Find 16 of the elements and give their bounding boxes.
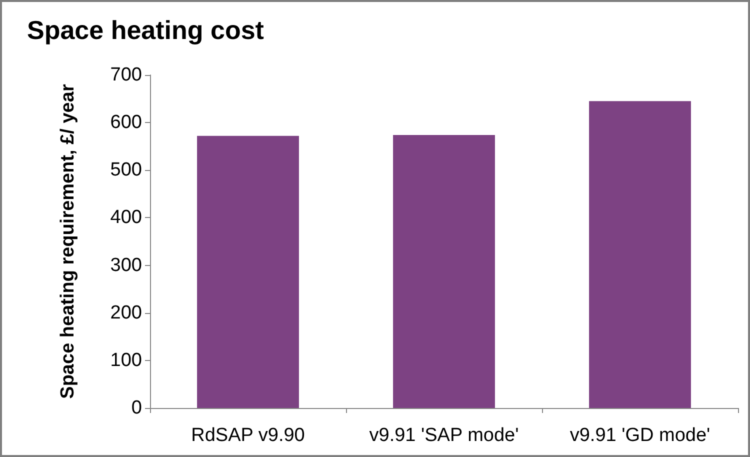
y-tick-label: 500 bbox=[110, 160, 142, 181]
y-tick-label: 0 bbox=[131, 398, 142, 418]
y-tick-label: 700 bbox=[110, 64, 142, 86]
y-tick-label: 300 bbox=[110, 254, 142, 276]
y-tick-label: 200 bbox=[110, 302, 142, 324]
bar bbox=[589, 101, 691, 408]
y-axis-title: Space heating requirement, £/ year bbox=[58, 84, 78, 399]
y-tick-label: 400 bbox=[110, 207, 142, 228]
x-tick-label: RdSAP v9.90 bbox=[191, 425, 305, 446]
y-tick-label: 600 bbox=[110, 112, 142, 134]
bar bbox=[393, 134, 495, 408]
bar bbox=[197, 136, 299, 408]
x-tick-label: v9.91 'GD mode' bbox=[570, 425, 710, 446]
y-tick-label: 100 bbox=[110, 350, 142, 371]
x-tick-label: v9.91 'SAP mode' bbox=[369, 425, 519, 446]
chart-title: Space heating cost bbox=[27, 15, 264, 45]
